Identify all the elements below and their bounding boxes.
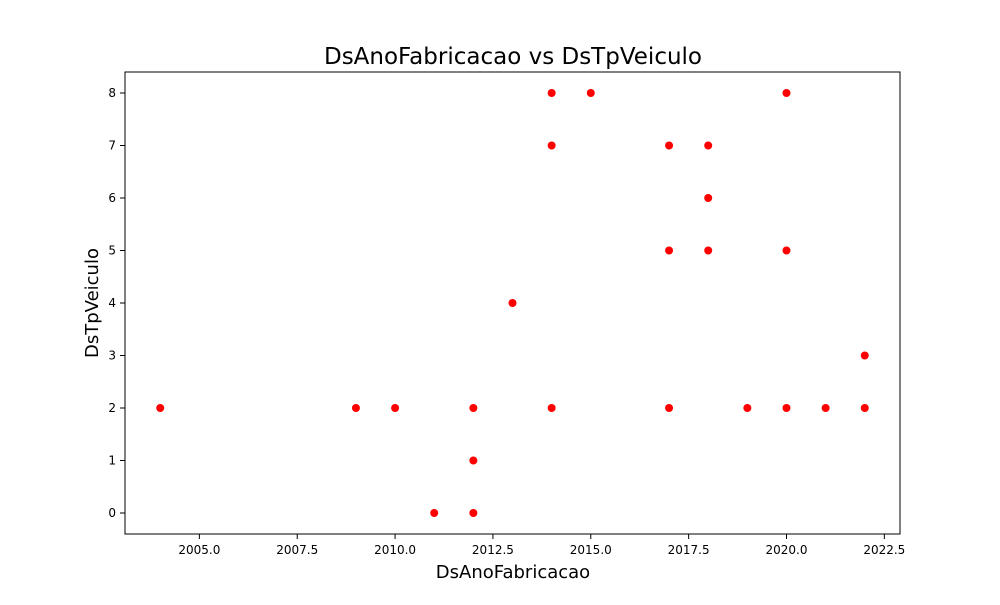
y-tick-label: 5 — [108, 244, 116, 258]
x-tick-label: 2010.0 — [374, 543, 416, 557]
x-tick-label: 2020.0 — [765, 543, 807, 557]
x-tick-label: 2012.5 — [472, 543, 514, 557]
x-tick-label: 2015.0 — [570, 543, 612, 557]
y-tick-label: 1 — [108, 454, 116, 468]
data-point — [351, 404, 360, 412]
x-axis-ticks: 2005.0 2007.5 2010.0 2012.5 2015.0 2017.5 2020… — [178, 534, 905, 557]
data-point — [665, 141, 674, 150]
x-tick-label: 2017.5 — [668, 543, 710, 557]
data-point — [469, 509, 478, 517]
data-point — [547, 404, 556, 412]
data-point — [508, 299, 517, 307]
data-point — [743, 404, 752, 412]
data-point — [665, 246, 674, 255]
data-point — [156, 404, 165, 412]
plot-frame — [124, 71, 901, 535]
data-point — [469, 404, 478, 412]
data-point — [782, 404, 791, 412]
data-point — [391, 404, 400, 412]
y-tick-label: 7 — [108, 139, 116, 153]
data-point — [547, 89, 556, 97]
data-point — [547, 141, 556, 150]
x-axis-label: DsAnoFabricacao — [436, 562, 590, 583]
data-point — [430, 509, 439, 517]
data-point — [665, 404, 674, 412]
y-tick-label: 3 — [108, 349, 116, 363]
data-point — [782, 246, 791, 255]
data-point — [704, 194, 713, 202]
data-points — [156, 89, 869, 517]
data-point — [704, 246, 713, 255]
data-point — [782, 89, 791, 97]
y-tick-label: 4 — [108, 296, 116, 310]
chart-title: DsAnoFabricacao vs DsTpVeiculo — [324, 44, 702, 70]
y-axis-label: DsTpVeiculo — [82, 248, 103, 358]
x-tick-label: 2007.5 — [276, 543, 318, 557]
x-tick-label: 2022.5 — [863, 543, 905, 557]
y-tick-label: 2 — [108, 401, 116, 415]
data-point — [469, 456, 478, 465]
data-point — [821, 404, 830, 412]
data-point — [586, 89, 595, 97]
data-point — [704, 141, 713, 150]
data-point — [860, 404, 869, 412]
y-axis-ticks: 0 1 2 3 4 5 6 7 8 — [108, 86, 125, 520]
y-tick-label: 0 — [108, 506, 116, 520]
x-tick-label: 2005.0 — [178, 543, 220, 557]
y-tick-label: 8 — [108, 86, 116, 100]
y-tick-label: 6 — [108, 191, 116, 205]
data-point — [860, 351, 869, 360]
